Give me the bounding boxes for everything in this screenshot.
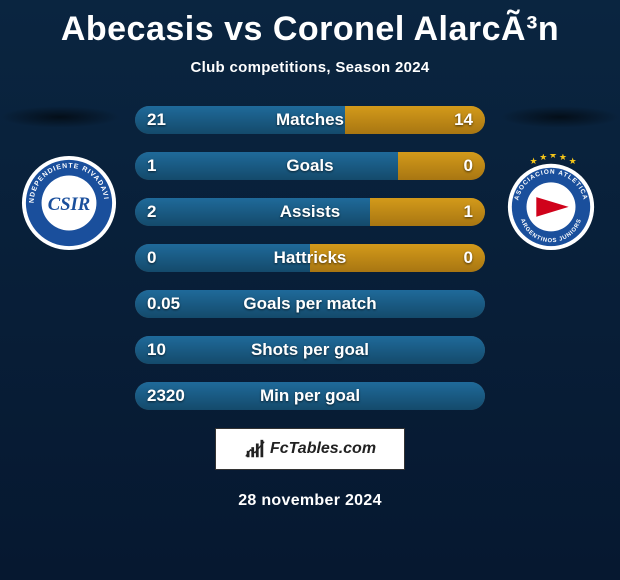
stat-row: Shots per goal10 [135,336,485,364]
shadow-left [0,106,120,128]
stat-label: Min per goal [135,382,485,410]
page-title: Abecasis vs Coronel AlarcÃ³n [0,0,620,49]
stat-row: Goals per match0.05 [135,290,485,318]
stat-label: Goals per match [135,290,485,318]
stat-label: Goals [135,152,485,180]
subtitle: Club competitions, Season 2024 [0,59,620,76]
date-label: 28 november 2024 [0,492,620,510]
comparison-content: INDEPENDIENTE RIVADAVIA CSIR ★ ★ ★ ★ ★ A… [0,106,620,410]
stat-value-left: 21 [147,106,166,134]
team-crest-left: INDEPENDIENTE RIVADAVIA CSIR [20,154,118,252]
brand-text: FcTables.com [270,440,376,458]
stat-bars: Matches2114Goals10Assists21Hattricks00Go… [135,106,485,410]
stat-value-right: 1 [464,198,473,226]
svg-text:★: ★ [549,154,557,160]
stat-row: Hattricks0 0 [135,244,485,272]
stat-value-left: 2 [147,198,156,226]
stat-row: Min per goal2320 [135,382,485,410]
stat-label: Hattricks [135,244,485,272]
stat-row: Goals1 0 [135,152,485,180]
svg-text:★: ★ [539,154,547,162]
stat-value-right: 0 [464,152,473,180]
stat-value-left: 10 [147,336,166,364]
stat-value-left: 2320 [147,382,185,410]
team-crest-right: ★ ★ ★ ★ ★ ASOCIACION ATLETICA ARGENTINOS… [502,154,600,252]
stat-value-left: 0 [147,244,156,272]
chart-icon [244,438,266,460]
stat-label: Assists [135,198,485,226]
stat-value-left: 0.05 [147,290,180,318]
svg-text:★: ★ [569,156,577,166]
stat-value-left: 1 [147,152,156,180]
stat-value-right: 0 [464,244,473,272]
svg-text:★: ★ [529,156,537,166]
svg-text:★: ★ [559,154,567,162]
stat-label: Shots per goal [135,336,485,364]
stat-value-right: 14 [454,106,473,134]
brand-logo: FcTables.com [215,428,405,470]
svg-text:CSIR: CSIR [48,194,90,215]
stat-row: Assists2 1 [135,198,485,226]
stat-row: Matches21 14 [135,106,485,134]
stat-label: Matches [135,106,485,134]
shadow-right [500,106,620,128]
